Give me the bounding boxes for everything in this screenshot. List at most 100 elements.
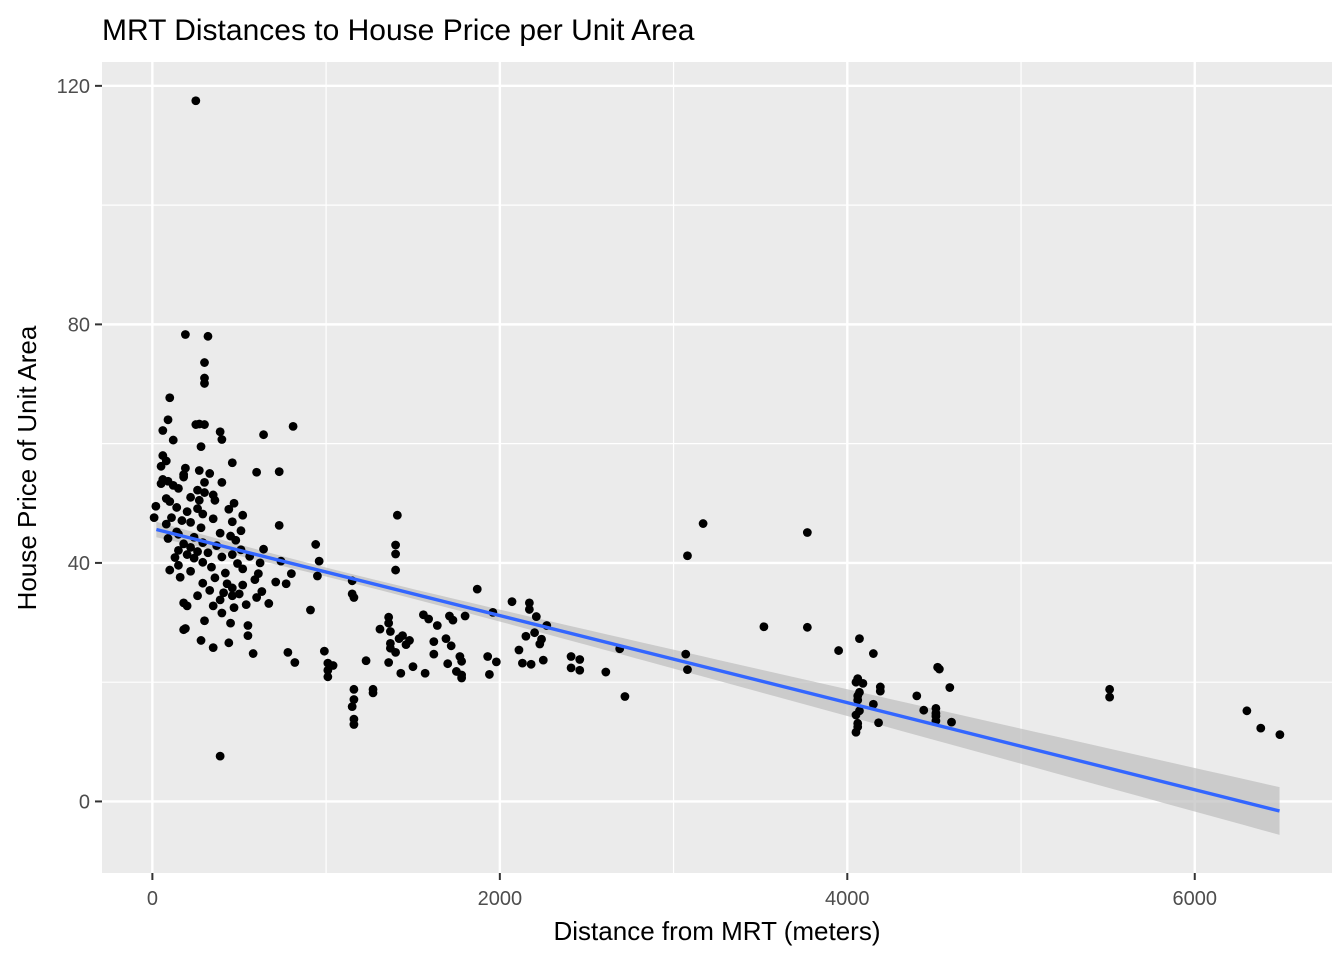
data-point [241,600,251,610]
data-point [156,479,166,488]
data-point [156,461,166,471]
data-point [259,430,268,440]
data-point [851,710,861,720]
plot-panel [102,62,1332,873]
data-point [255,558,265,568]
data-point [681,649,691,659]
data-point [231,535,241,545]
data-point [215,751,225,761]
data-point [271,577,281,587]
data-point [323,665,333,675]
data-point [392,510,402,520]
data-point [177,516,187,525]
y-axis-title: House Price of Unit Area [12,325,42,610]
data-point [323,672,333,682]
data-point [234,589,244,599]
data-point [1256,723,1266,733]
data-point [196,442,206,452]
data-point [311,540,321,549]
data-point [226,618,235,628]
data-point [217,608,227,618]
data-point [248,649,258,658]
x-tick-label: 2000 [478,888,523,910]
y-tick-label: 40 [68,553,90,575]
data-point [281,579,291,589]
data-point [191,420,201,429]
data-point [524,605,534,614]
data-point [858,678,868,688]
data-point [196,523,206,533]
data-point [205,469,215,478]
data-point [227,458,237,468]
data-point [229,498,239,508]
data-point [227,550,237,559]
data-point [868,649,878,658]
data-point [180,330,190,339]
data-point [566,652,576,661]
data-point [391,647,400,657]
data-point [535,639,545,649]
data-point [491,657,501,667]
data-point [227,583,237,593]
data-point [349,695,359,704]
data-point [288,421,298,431]
data-point [446,641,456,651]
data-point [161,519,171,529]
data-point [151,501,161,511]
data-point [457,673,467,683]
data-point [286,569,296,579]
data-point [802,622,812,632]
data-point [947,717,956,727]
data-point [163,534,173,543]
data-point [179,539,189,549]
data-point [217,435,227,444]
data-point [174,560,183,570]
data-point [538,655,548,665]
fit-line [155,527,1280,813]
data-point [182,601,192,611]
data-point [174,483,183,493]
data-point [238,580,248,590]
data-point [524,598,534,608]
data-point [259,544,268,554]
data-point [208,643,218,652]
data-point [759,622,769,632]
data-point [391,540,400,550]
data-point [349,593,359,602]
data-point [224,638,234,648]
data-point [215,595,225,605]
data-point [934,664,944,674]
data-point [224,504,234,514]
grid-minor-lines [102,62,1332,873]
data-point [203,548,213,558]
data-point [349,684,359,694]
data-point [198,578,208,588]
data-point [182,507,192,517]
data-point [319,646,329,656]
data-point [575,655,585,664]
data-point [219,588,229,598]
data-point [375,624,385,634]
data-point [530,628,539,638]
data-point [448,615,458,625]
data-point [1105,692,1115,702]
data-point [420,668,430,678]
data-point [874,718,883,728]
data-point [243,631,253,641]
data-point [429,649,439,659]
data-point [518,658,527,668]
data-point [802,528,812,537]
data-point [441,634,451,644]
data-point [179,625,189,635]
data-point [182,550,192,559]
data-point [384,658,394,667]
data-point [196,636,206,645]
data-point [306,605,315,615]
data-point [531,612,541,621]
data-point [217,552,227,562]
data-point [1275,730,1285,740]
data-point [194,466,204,475]
data-point [229,603,239,613]
data-point [210,495,220,505]
data-point [208,601,218,611]
